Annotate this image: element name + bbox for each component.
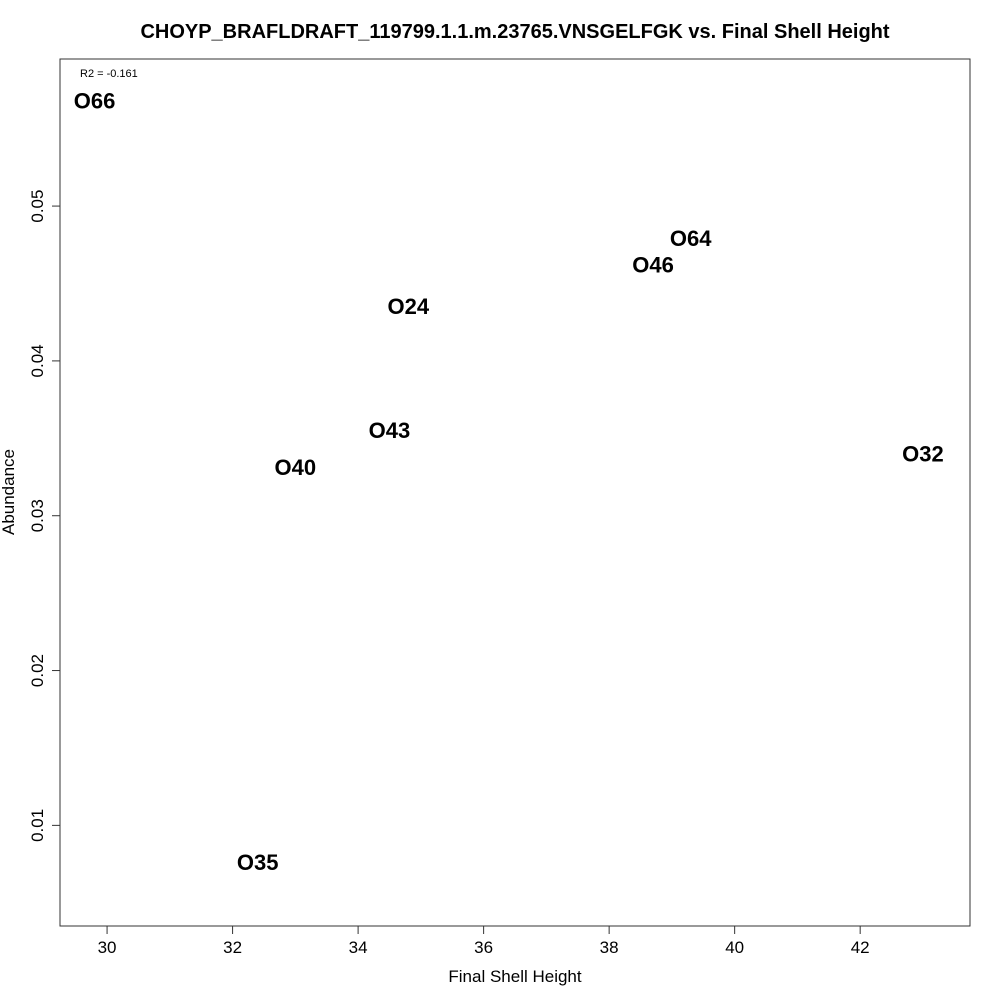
x-tick-label: 30 — [98, 938, 117, 957]
point-label-o66: O66 — [74, 88, 116, 113]
point-label-o40: O40 — [275, 455, 317, 480]
x-tick-label: 32 — [223, 938, 242, 957]
y-axis-label: Abundance — [0, 449, 18, 535]
y-tick-label: 0.04 — [28, 344, 47, 377]
x-tick-label: 38 — [600, 938, 619, 957]
point-label-o46: O46 — [632, 252, 674, 277]
x-axis-ticks: 30 32 34 36 38 40 42 — [98, 926, 870, 957]
y-tick-label: 0.05 — [28, 190, 47, 223]
x-tick-label: 42 — [851, 938, 870, 957]
y-axis-ticks: 0.01 0.02 0.03 0.04 0.05 — [28, 190, 60, 842]
x-tick-label: 34 — [349, 938, 368, 957]
y-tick-label: 0.01 — [28, 809, 47, 842]
plot-frame — [59, 58, 971, 927]
x-axis-label: Final Shell Height — [448, 967, 582, 986]
chart-title: CHOYP_BRAFLDRAFT_119799.1.1.m.23765.VNSG… — [140, 21, 889, 43]
y-tick-label: 0.03 — [28, 499, 47, 532]
point-label-o32: O32 — [902, 441, 944, 466]
y-tick-label: 0.02 — [28, 654, 47, 687]
point-label-o64: O64 — [670, 226, 712, 251]
r2-annotation: R2 = -0.161 — [80, 68, 138, 80]
x-tick-label: 36 — [474, 938, 493, 957]
x-tick-label: 40 — [725, 938, 744, 957]
point-label-o24: O24 — [388, 294, 430, 319]
point-label-o35: O35 — [237, 850, 279, 875]
point-label-o43: O43 — [369, 418, 411, 443]
